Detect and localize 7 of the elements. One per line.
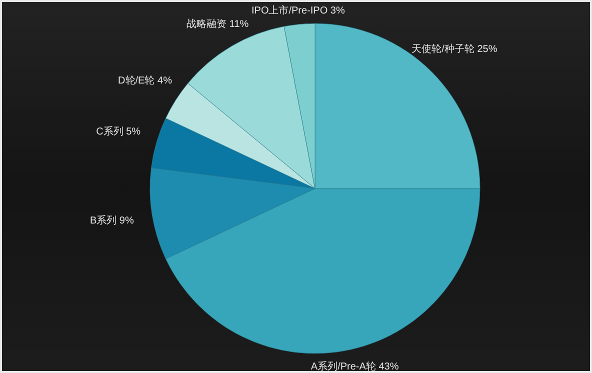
slice-label: 天使轮/种子轮 25% [412, 43, 498, 56]
slice-label: IPO上市/Pre-IPO 3% [251, 4, 345, 16]
slice-label: B系列 9% [90, 214, 134, 227]
slice-label: C系列 5% [96, 125, 141, 138]
slice-label: D轮/E轮 4% [118, 74, 172, 87]
slice-label: A系列/Pre-A轮 43% [310, 360, 399, 373]
slice-label: 战略融资 11% [186, 18, 249, 30]
